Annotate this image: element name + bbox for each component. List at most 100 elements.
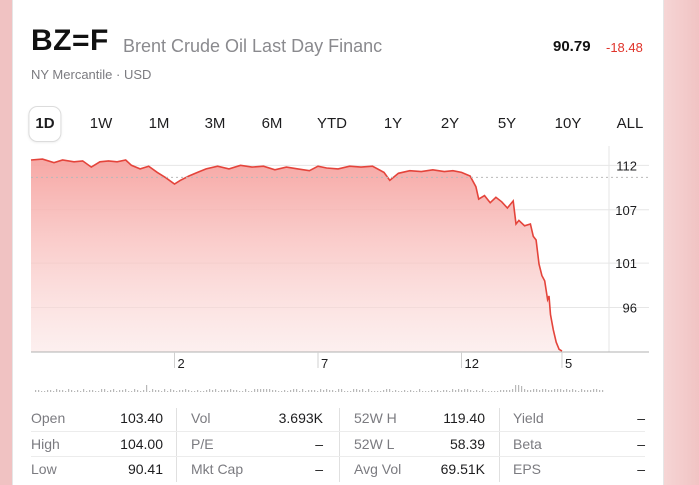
volume-bar	[389, 389, 391, 392]
volume-bar	[542, 389, 544, 392]
volume-bar	[449, 391, 451, 392]
volume-bar	[209, 389, 211, 392]
volume-bar	[236, 390, 238, 392]
volume-bar	[98, 391, 100, 392]
volume-bar	[47, 390, 49, 392]
stat-high-value: 104.00	[120, 436, 163, 452]
volume-bar	[38, 390, 40, 392]
volume-bar	[581, 389, 583, 392]
volume-bar	[293, 389, 295, 392]
volume-bar	[308, 390, 310, 392]
volume-bar	[593, 389, 595, 392]
volume-bar	[458, 389, 460, 392]
volume-bar	[470, 390, 472, 392]
stat-52wl-label: 52W L	[354, 436, 395, 452]
volume-bar	[398, 391, 400, 392]
volume-bar	[509, 390, 511, 392]
volume-bar	[146, 385, 148, 392]
volume-bar	[533, 389, 535, 392]
x-tick-label: 2	[178, 356, 185, 371]
range-ytd[interactable]: YTD	[317, 115, 347, 132]
row-divider	[31, 431, 645, 432]
volume-bar	[434, 391, 436, 392]
range-6m[interactable]: 6M	[261, 115, 283, 132]
volume-bar	[353, 389, 355, 392]
volume-bar	[545, 389, 547, 392]
volume-bar	[584, 390, 586, 392]
stat-beta-value: –	[637, 436, 645, 452]
volume-bar	[116, 391, 118, 392]
volume-bar	[251, 391, 253, 392]
volume-bar	[167, 391, 169, 392]
volume-bar	[62, 390, 64, 392]
stat-low-label: Low	[31, 461, 57, 477]
range-1m[interactable]: 1M	[148, 115, 170, 132]
volume-bar	[257, 389, 259, 392]
volume-bar	[233, 390, 235, 392]
range-5y[interactable]: 5Y	[497, 115, 517, 132]
price-chart[interactable]: 112 107 101 96 2 7 12 5	[13, 0, 663, 404]
volume-bar	[473, 391, 475, 392]
volume-bar	[596, 389, 598, 392]
y-tick-label: 107	[615, 203, 637, 218]
range-10y[interactable]: 10Y	[554, 115, 582, 132]
volume-bar	[299, 391, 301, 392]
range-1y[interactable]: 1Y	[383, 115, 403, 132]
volume-bar	[191, 391, 193, 392]
stat-low-value: 90.41	[127, 461, 163, 477]
range-2y[interactable]: 2Y	[440, 115, 460, 132]
volume-bar	[317, 391, 319, 392]
y-tick-label: 112	[616, 158, 637, 173]
volume-bar	[83, 389, 85, 392]
volume-bar	[245, 389, 247, 392]
volume-bar	[419, 389, 421, 392]
volume-bar	[500, 390, 502, 392]
volume-bar	[41, 391, 43, 392]
stock-detail-panel: BZ=F Brent Crude Oil Last Day Financ 90.…	[12, 0, 664, 485]
volume-bar	[80, 391, 82, 392]
stat-mktcap-value: –	[315, 461, 323, 477]
volume-bar	[248, 391, 250, 392]
volume-bar	[365, 391, 367, 392]
volume-bar	[356, 389, 358, 392]
range-all[interactable]: ALL	[616, 115, 644, 132]
volume-bar	[221, 390, 223, 392]
volume-bar	[74, 391, 76, 392]
volume-bar	[296, 389, 298, 392]
volume-bar	[602, 390, 604, 392]
volume-bar	[284, 390, 286, 392]
volume-bar	[482, 389, 484, 392]
stat-high-label: High	[31, 436, 60, 452]
volume-bar	[380, 391, 382, 392]
volume-bar	[479, 391, 481, 392]
stats-table: Open 103.40 High 104.00 Low 90.41 Vol 3.…	[13, 404, 663, 485]
volume-bar	[518, 385, 520, 392]
volume-bar	[107, 391, 109, 392]
volume-bar	[320, 389, 322, 392]
volume-bar	[158, 390, 160, 392]
volume-bar	[566, 389, 568, 392]
range-1w[interactable]: 1W	[89, 115, 113, 132]
volume-bar	[368, 389, 370, 392]
range-1d[interactable]: 1D	[29, 107, 61, 141]
volume-bar	[155, 390, 157, 392]
volume-bar	[314, 390, 316, 392]
volume-bar	[560, 389, 562, 392]
volume-bar	[440, 391, 442, 392]
range-3m[interactable]: 3M	[204, 115, 226, 132]
volume-bar	[278, 391, 280, 392]
volume-bar	[290, 390, 292, 392]
volume-bar	[413, 391, 415, 392]
volume-bar	[563, 390, 565, 392]
volume-bar	[218, 391, 220, 392]
volume-bar	[332, 390, 334, 392]
volume-bar	[485, 391, 487, 392]
instrument-name: Brent Crude Oil Last Day Financ	[123, 36, 383, 56]
volume-bar	[281, 391, 283, 392]
volume-bar	[35, 390, 37, 392]
price-change: -18.48	[606, 40, 643, 55]
ticker-symbol: BZ=F	[31, 24, 109, 57]
volume-bar	[260, 389, 262, 392]
volume-bar	[197, 390, 199, 392]
volume-bar	[491, 391, 493, 392]
